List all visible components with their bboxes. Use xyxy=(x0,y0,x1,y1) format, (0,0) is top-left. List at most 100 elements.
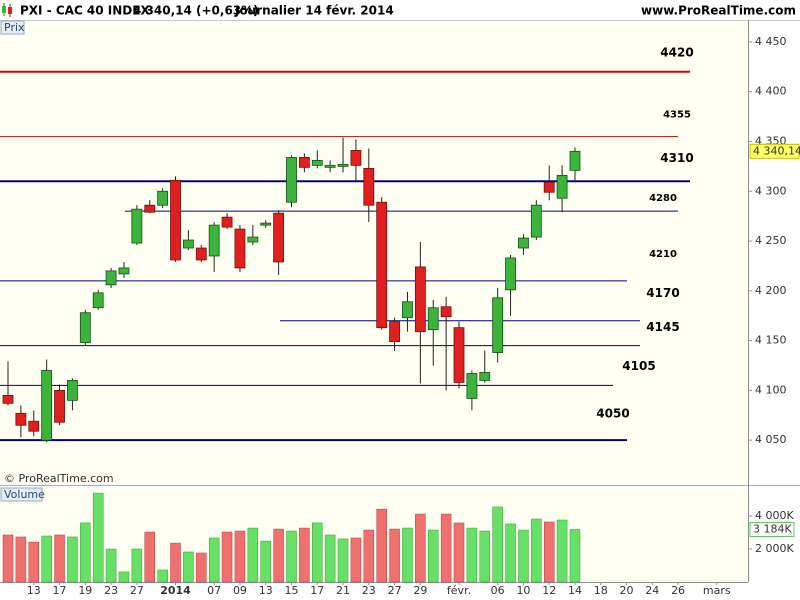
candle-body xyxy=(376,201,388,329)
volume-bar xyxy=(144,531,155,583)
panel-label-box xyxy=(0,20,25,35)
volume-bar xyxy=(363,529,375,583)
candle-body xyxy=(2,394,14,404)
candle-body xyxy=(543,181,555,193)
candle-body xyxy=(337,163,349,167)
volume-label-box xyxy=(0,487,43,502)
candle-body xyxy=(41,370,53,441)
volume-bar xyxy=(299,527,310,583)
symbol: PXI - CAC 40 INDEX xyxy=(20,4,150,18)
level-label: 4105 xyxy=(622,359,655,373)
candle-body xyxy=(144,204,156,213)
candle-body xyxy=(389,321,400,343)
candle-body xyxy=(28,420,40,432)
volume-bar xyxy=(479,530,491,583)
volume-bar xyxy=(518,529,529,583)
level-label: 4170 xyxy=(646,286,679,300)
volume-bar xyxy=(247,527,259,583)
x-tick-label: 17 xyxy=(310,584,324,597)
candle-body xyxy=(260,222,272,226)
volume-bar xyxy=(453,522,465,583)
volume-bar xyxy=(28,541,40,583)
candle-body xyxy=(247,236,259,243)
volume-bar xyxy=(440,513,452,583)
x-tick-label: 13 xyxy=(259,584,273,597)
candle-body xyxy=(311,159,323,166)
x-tick-label: 2014 xyxy=(160,584,191,597)
candle-body xyxy=(234,228,246,269)
volume-bar xyxy=(286,530,297,583)
volume-bar xyxy=(350,537,362,583)
x-tick-label: 27 xyxy=(130,584,144,597)
volume-bar xyxy=(208,537,220,583)
volume-bar xyxy=(118,571,130,583)
candle-body xyxy=(67,380,78,401)
y-tick-label: 4 250 xyxy=(755,234,787,247)
volume-bar xyxy=(312,522,323,583)
volume-bar xyxy=(427,529,439,583)
volume-bar xyxy=(569,529,581,583)
last-volume-box xyxy=(749,521,795,537)
last-volume-label: 3 184K xyxy=(753,522,792,535)
level-label: 4210 xyxy=(649,249,677,260)
candle-body xyxy=(479,372,491,381)
candle-body xyxy=(324,164,336,168)
volume-bar xyxy=(41,535,52,583)
volume-bar xyxy=(260,540,271,583)
x-tick-label: 23 xyxy=(362,584,376,597)
candle-body xyxy=(92,292,104,309)
y-tick-label: 4 100 xyxy=(755,383,787,396)
x-tick-label: 09 xyxy=(233,584,247,597)
volume-y-tick-label: 2 000K xyxy=(755,542,794,555)
level-label: 4050 xyxy=(596,407,629,421)
candle-body xyxy=(54,389,65,423)
candle-body xyxy=(131,208,143,244)
volume-bar xyxy=(131,548,143,583)
candle-body xyxy=(286,157,297,203)
x-tick-label: 24 xyxy=(645,584,659,597)
candle-body xyxy=(79,312,91,344)
candle-body xyxy=(453,327,465,383)
volume-bar xyxy=(556,519,568,583)
candle-body xyxy=(427,307,439,331)
last-price-label: 4 340,14 xyxy=(753,144,800,157)
x-tick-label: 27 xyxy=(388,584,402,597)
volume-bar xyxy=(105,548,117,583)
volume-label: Volume xyxy=(4,488,45,501)
x-tick-label: mars xyxy=(703,584,731,597)
volume-bar xyxy=(505,523,516,583)
candle-body xyxy=(208,224,220,257)
x-tick-label: 14 xyxy=(568,584,582,597)
volume-bar xyxy=(324,534,336,583)
x-tick-label: 29 xyxy=(413,584,427,597)
candle-body xyxy=(569,150,581,171)
volume-bar xyxy=(466,527,478,583)
level-label: 4355 xyxy=(663,109,691,120)
candle-body xyxy=(414,266,426,333)
logo xyxy=(2,3,12,17)
last-price-box xyxy=(749,143,800,159)
candle-body xyxy=(183,239,194,249)
volume-bar xyxy=(170,542,181,583)
quote: 4 340,14 (+0,63%) xyxy=(133,4,259,18)
volume-bar xyxy=(492,506,503,583)
volume-bar xyxy=(221,531,233,583)
volume-bar xyxy=(376,508,387,583)
volume-bar xyxy=(415,513,426,583)
x-tick-label: 15 xyxy=(284,584,298,597)
y-tick-label: 4 300 xyxy=(755,184,787,197)
y-tick-label: 4 450 xyxy=(755,35,787,48)
volume-bar xyxy=(15,536,27,583)
candle-body xyxy=(170,179,181,261)
panel-label: Prix xyxy=(4,21,25,34)
candle-body xyxy=(118,267,130,275)
candle-body xyxy=(195,247,207,261)
candle-body xyxy=(530,204,542,238)
volume-bar xyxy=(273,528,284,583)
candle-body xyxy=(466,373,478,399)
candle-body xyxy=(157,190,169,206)
volume-bar xyxy=(234,530,246,583)
level-label: 4310 xyxy=(660,151,693,165)
volume-bar xyxy=(183,551,194,583)
